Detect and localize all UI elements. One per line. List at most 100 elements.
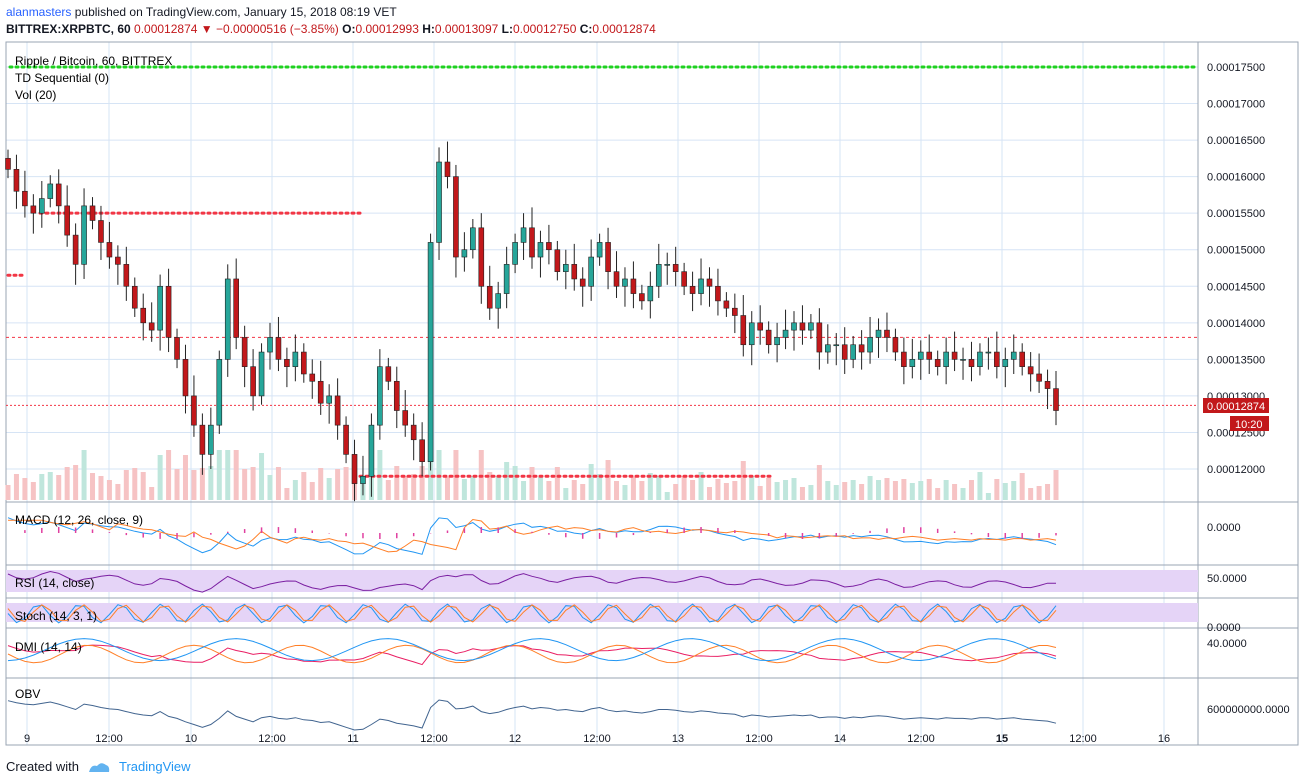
- volume-bar: [56, 475, 62, 500]
- candle-body: [224, 278, 231, 360]
- candle-body: [512, 242, 518, 265]
- volume-bar: [225, 450, 231, 500]
- volume-bar: [504, 462, 510, 500]
- volume-bar: [309, 482, 315, 500]
- volume-bar: [622, 485, 628, 500]
- pane-legends: Ripple / Bitcoin, 60, BITTREX TD Sequent…: [15, 54, 172, 701]
- candle-body: [909, 359, 916, 367]
- time-tick-label: 12:00: [745, 733, 773, 745]
- volume-bar: [816, 465, 822, 500]
- candle-body: [343, 424, 349, 455]
- volume-bar: [630, 477, 636, 500]
- candle-body: [867, 337, 873, 353]
- time-axis[interactable]: 9 12:00 10 12:00 11 12:00 12 12:00 13 12:00 14 12:0…: [24, 733, 1170, 745]
- volume-bar: [64, 467, 70, 500]
- candle-body: [520, 227, 527, 243]
- volume-bar: [783, 480, 789, 500]
- price-tick-label: 0.00015000: [1207, 245, 1265, 257]
- volume-bar: [22, 478, 28, 500]
- price-tick-label: 0.00014500: [1207, 281, 1265, 293]
- candle-body: [47, 183, 54, 199]
- candle-body: [419, 439, 425, 462]
- candle-body: [808, 322, 814, 331]
- volume-bar: [690, 480, 696, 500]
- candle-body: [732, 307, 738, 316]
- candle-body: [841, 344, 848, 360]
- candle-body: [951, 351, 958, 360]
- dmi-tick-label: 40.0000: [1207, 638, 1247, 650]
- volume-bar: [833, 485, 839, 500]
- candles[interactable]: [5, 141, 1059, 502]
- volume-bar: [926, 479, 932, 500]
- author-link[interactable]: alanmasters: [6, 5, 72, 19]
- candle-body: [140, 307, 147, 324]
- candle-body: [165, 285, 172, 338]
- candle-body: [689, 285, 696, 294]
- volume-bar: [343, 467, 349, 500]
- volume-bar: [157, 455, 163, 500]
- candle-body: [765, 329, 772, 346]
- volume-bar: [867, 476, 873, 500]
- candle-body: [250, 366, 256, 397]
- close-value: 0.00012874: [592, 22, 656, 36]
- published-text: published on TradingView.com, January 15…: [74, 5, 397, 19]
- candle-body: [317, 380, 324, 404]
- volume-bar: [394, 466, 400, 500]
- candle-body: [1036, 373, 1042, 382]
- countdown-badge-bg: [1230, 416, 1269, 431]
- candle-body: [368, 424, 375, 477]
- volume-bar: [977, 472, 983, 500]
- obv-tick-label: 600000000.0000: [1207, 704, 1290, 716]
- volume-bar: [664, 492, 670, 500]
- tradingview-logo-icon: [88, 762, 110, 772]
- footer: Created with TradingView: [6, 759, 191, 774]
- candle-body: [81, 205, 87, 265]
- volume-bar: [901, 479, 907, 500]
- candle-body: [1019, 351, 1025, 367]
- price-axis[interactable]: 0.00017500 0.00017000 0.00016500 0.00016000…: [1207, 62, 1290, 716]
- volume-bar: [960, 488, 966, 500]
- candle-body: [833, 344, 840, 347]
- candle-body: [284, 359, 290, 367]
- volume-bar: [825, 481, 831, 500]
- candle-body: [622, 278, 628, 287]
- candle-body: [123, 264, 130, 287]
- volume-bar: [766, 478, 772, 500]
- candle-body: [39, 198, 45, 214]
- candle-body: [309, 373, 316, 382]
- candle-body: [301, 351, 307, 375]
- volume-bar: [563, 488, 569, 500]
- price-tick-label: 0.00017500: [1207, 62, 1265, 74]
- volume-bar: [470, 476, 476, 500]
- tradingview-link[interactable]: TradingView: [118, 759, 191, 774]
- rsi-band: [6, 570, 1198, 592]
- candle-body: [554, 249, 561, 272]
- candle-body: [13, 169, 20, 192]
- volume-bar: [487, 472, 493, 500]
- candle-body: [64, 205, 70, 236]
- volume-bar: [740, 461, 746, 500]
- volume-bar: [774, 482, 780, 500]
- volume-bar: [1053, 470, 1059, 500]
- volume-bar: [749, 476, 755, 500]
- candle-body: [377, 366, 383, 426]
- volume-bar: [275, 467, 281, 500]
- volume-bar: [90, 473, 96, 500]
- dmi-minus-line: [7, 644, 1057, 664]
- price-tick-label: 0.00017000: [1207, 99, 1265, 111]
- time-tick-label: 10: [185, 733, 197, 745]
- candle-body: [715, 285, 721, 302]
- volume-bar: [39, 474, 45, 500]
- volume-bar: [495, 476, 501, 500]
- candle-body: [816, 322, 823, 353]
- candle-body: [402, 410, 409, 426]
- volume-bar: [123, 470, 129, 500]
- rsi-tick-label: 50.0000: [1207, 573, 1247, 585]
- volume-bar: [428, 450, 434, 500]
- volume-bar: [935, 488, 941, 500]
- volume-bar: [166, 450, 172, 500]
- candle-body: [385, 366, 392, 382]
- candle-body: [791, 322, 797, 331]
- volume-bar: [47, 472, 53, 500]
